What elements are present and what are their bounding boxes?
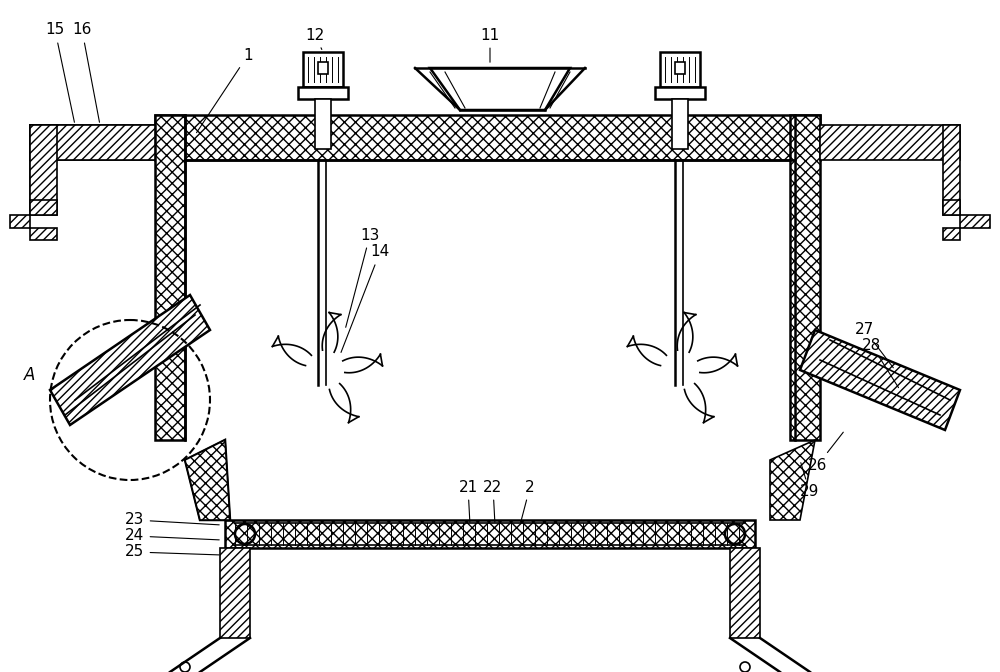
- Polygon shape: [30, 125, 57, 215]
- Bar: [675, 62, 685, 74]
- Polygon shape: [30, 125, 55, 210]
- Text: A: A: [24, 366, 36, 384]
- Polygon shape: [30, 125, 155, 160]
- Bar: [730, 548, 760, 638]
- Bar: [655, 87, 705, 99]
- Text: 24: 24: [125, 528, 219, 544]
- Text: 2: 2: [521, 480, 535, 522]
- Polygon shape: [943, 125, 960, 215]
- Bar: [155, 115, 820, 160]
- Text: 23: 23: [125, 513, 219, 528]
- Bar: [155, 115, 185, 440]
- Polygon shape: [800, 330, 960, 430]
- Text: 11: 11: [480, 28, 500, 62]
- Text: 14: 14: [341, 245, 390, 352]
- Polygon shape: [943, 200, 990, 240]
- Bar: [220, 548, 250, 638]
- Bar: [315, 99, 331, 149]
- Polygon shape: [10, 200, 57, 240]
- Polygon shape: [50, 295, 210, 425]
- Text: 27: 27: [855, 323, 893, 368]
- Polygon shape: [185, 440, 230, 520]
- Text: 12: 12: [305, 28, 325, 50]
- Bar: [318, 62, 328, 74]
- Text: 16: 16: [72, 22, 99, 122]
- Bar: [303, 52, 343, 87]
- Text: 22: 22: [483, 480, 503, 522]
- Text: 26: 26: [808, 432, 843, 472]
- Bar: [298, 87, 348, 99]
- Text: 28: 28: [862, 337, 899, 388]
- Text: 29: 29: [800, 462, 819, 499]
- Bar: [672, 99, 688, 149]
- Polygon shape: [185, 440, 230, 520]
- Bar: [790, 115, 820, 440]
- Polygon shape: [430, 68, 570, 110]
- Text: 15: 15: [45, 22, 74, 122]
- Bar: [660, 52, 700, 87]
- Polygon shape: [820, 125, 960, 160]
- Polygon shape: [770, 440, 815, 520]
- Bar: [225, 520, 755, 548]
- Text: 1: 1: [197, 48, 253, 132]
- Text: 25: 25: [125, 544, 219, 560]
- Text: 13: 13: [346, 228, 380, 327]
- Polygon shape: [30, 125, 155, 160]
- Text: 21: 21: [458, 480, 478, 522]
